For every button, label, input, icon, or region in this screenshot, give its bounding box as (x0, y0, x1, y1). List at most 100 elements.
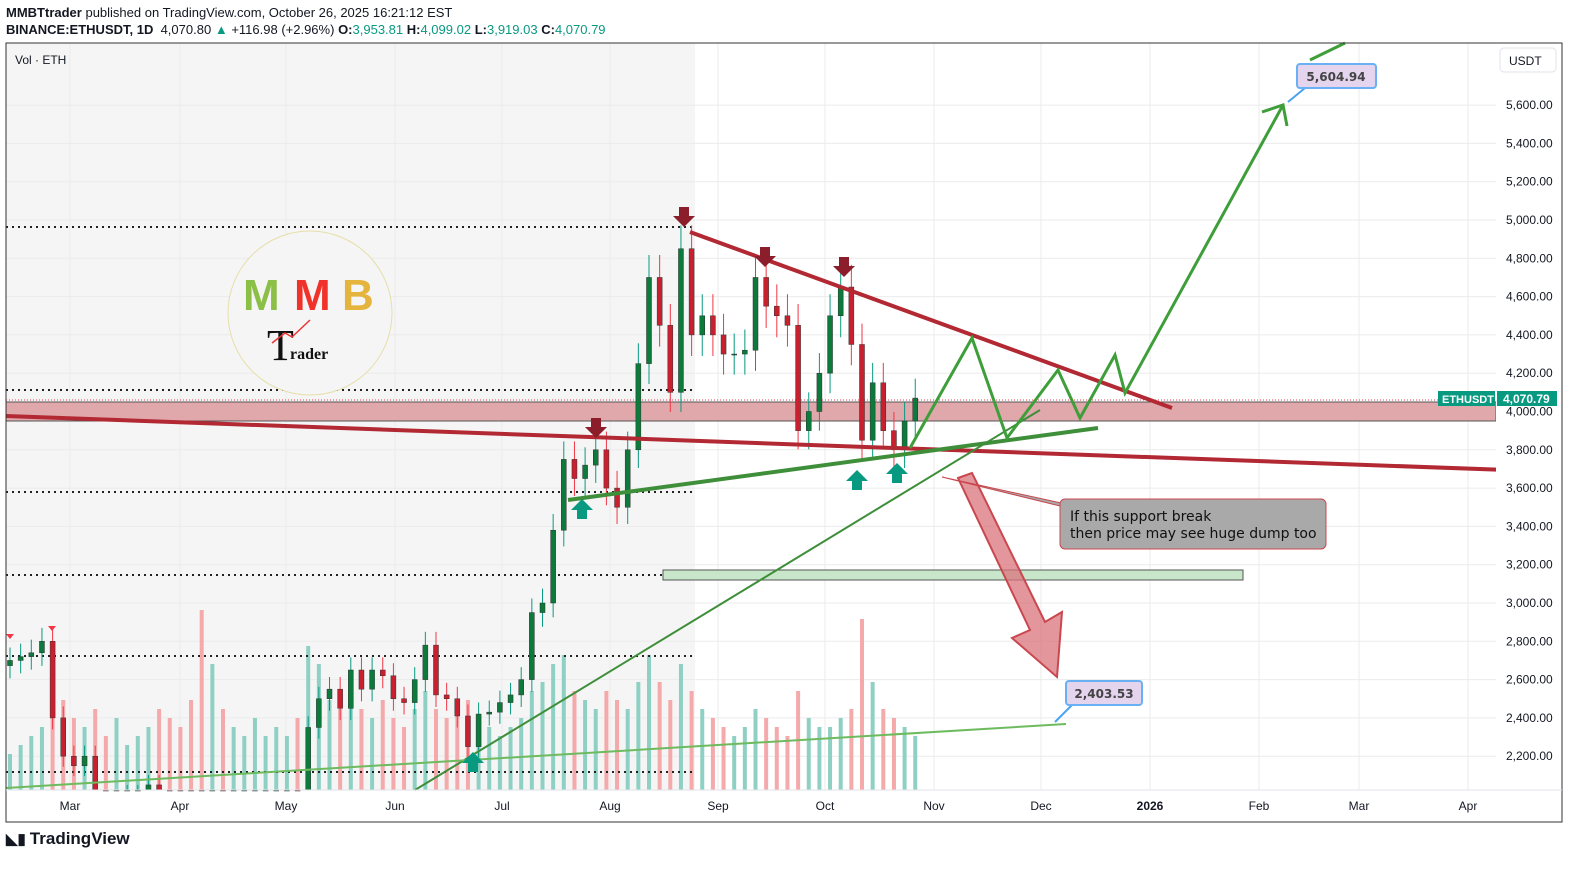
candle-body (571, 459, 578, 479)
volume-bar (455, 709, 460, 790)
target-down-label[interactable]: 2,403.53 (1054, 680, 1143, 723)
volume-bar (370, 718, 375, 790)
price-tick-label: 2,200.00 (1506, 749, 1553, 763)
candle-body (869, 382, 876, 441)
candle-body (827, 315, 833, 374)
candle-body (305, 727, 311, 791)
price-tick-label: 4,400.00 (1506, 328, 1553, 342)
candle-body (337, 688, 343, 709)
candle (411, 667, 418, 715)
down-arrow-icon (754, 247, 776, 267)
volume-bar (327, 700, 332, 790)
candle-body (678, 248, 684, 393)
price-tick-label: 2,800.00 (1506, 634, 1553, 648)
symbol-name[interactable]: BINANCE:ETHUSDT, 1D (6, 22, 154, 37)
candle (507, 682, 514, 715)
candle (39, 627, 45, 666)
steep-support-trendline[interactable] (414, 409, 1041, 791)
candle (699, 294, 705, 356)
open-value: 3,953.81 (352, 22, 404, 37)
volume-bar (103, 736, 108, 790)
candle-body (539, 602, 546, 613)
candle (635, 343, 642, 468)
volume-bar (29, 736, 34, 790)
candle-body (859, 344, 865, 441)
candle-body (784, 315, 791, 326)
support-zone[interactable] (662, 569, 1244, 581)
volume-bar (274, 727, 279, 790)
candle-body (497, 702, 503, 713)
candle (358, 657, 365, 702)
candle (497, 690, 503, 724)
candle-body (433, 644, 439, 696)
price-tick-label: 5,000.00 (1506, 213, 1553, 227)
volume-bar (881, 709, 886, 790)
down-triangle-icon (6, 634, 14, 639)
volume-bar (742, 727, 747, 790)
candle-body (816, 372, 823, 412)
price-axis-ticks: 5,600.00 5,400.00 5,200.00 5,000.00 4,800.00… (1506, 98, 1553, 763)
volume-bar (125, 745, 130, 790)
candle-body (656, 277, 663, 326)
long-resistance-trendline[interactable] (5, 414, 1563, 474)
currency-button[interactable]: USDT (1499, 47, 1557, 73)
candle-body (912, 397, 918, 422)
time-tick-label: Oct (816, 799, 835, 813)
candle-body (465, 715, 471, 747)
candle-body (720, 334, 727, 355)
bearish-arrow[interactable] (956, 471, 1064, 680)
candle (305, 716, 311, 791)
resistance-zone[interactable] (5, 401, 1497, 422)
volume-bar (178, 727, 183, 790)
time-tick-label: Mar (60, 799, 81, 813)
price-axis[interactable] (1496, 43, 1562, 790)
candle (827, 294, 833, 394)
volume-bar (902, 727, 907, 790)
price-tick-label: 3,400.00 (1506, 519, 1553, 533)
candle (348, 657, 354, 721)
candle-body (443, 694, 450, 699)
candle (401, 686, 407, 715)
candle-body (411, 679, 418, 703)
volume-bar (391, 718, 396, 790)
ascending-support-trendline[interactable] (567, 426, 1099, 502)
candle-body (806, 411, 812, 431)
candle-body (60, 717, 66, 757)
volume-bar (817, 727, 822, 790)
volume-bar (913, 736, 918, 790)
volume-bar (604, 691, 609, 790)
candle (465, 704, 471, 758)
candle (795, 304, 801, 450)
volume-bar (668, 700, 673, 790)
sell-markers (585, 207, 855, 438)
down-arrow-icon (585, 418, 607, 438)
candle (475, 702, 482, 758)
up-triangle-icon: ▲ (214, 22, 228, 37)
callout-line-1: If this support break (1070, 509, 1212, 525)
candle (422, 631, 429, 693)
volume-bar (444, 718, 449, 790)
candle-body (667, 325, 674, 393)
callout[interactable]: If this support break then price may see… (941, 476, 1327, 550)
candle (380, 657, 386, 689)
long-support-trendline[interactable] (5, 723, 1067, 789)
volume-bar (338, 709, 343, 790)
volume-bar (402, 727, 407, 790)
up-arrow-icon (846, 470, 868, 490)
projected-path[interactable] (908, 104, 1285, 449)
volume-bar (146, 727, 151, 790)
candle (667, 304, 674, 412)
candle-body (28, 652, 35, 657)
time-tick-label: May (275, 799, 298, 813)
volume-bar (157, 709, 162, 790)
candle-body (624, 449, 631, 508)
author[interactable]: MMBTtrader (6, 5, 82, 20)
candle (49, 627, 56, 730)
tradingview-brand[interactable]: ◣▮ TradingView (6, 829, 130, 849)
candle (593, 431, 599, 483)
candle-body (688, 248, 695, 336)
horizontal-levels[interactable] (6, 226, 695, 773)
target-up-value: 5,604.94 (1306, 70, 1365, 84)
target-up-label[interactable]: 5,604.94 (1287, 63, 1377, 103)
